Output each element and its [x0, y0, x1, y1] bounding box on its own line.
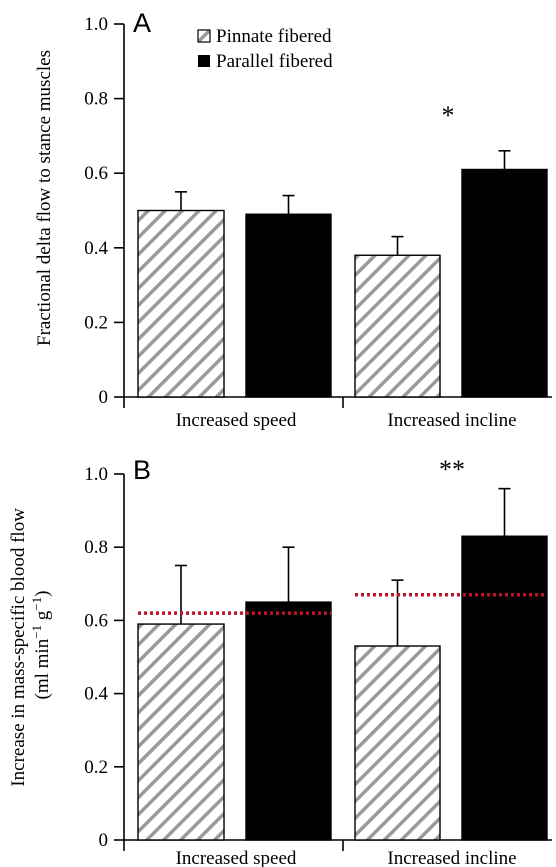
legend-swatch-parallel — [198, 55, 210, 67]
y-tick-label: 0.6 — [84, 163, 108, 184]
panel-b-error-bars — [175, 487, 511, 647]
y-tick-label: 0.8 — [84, 89, 108, 110]
panel-b-reference-lines — [138, 593, 547, 615]
panel-a-category-label-incline: Increased incline — [387, 410, 516, 431]
panel-a-label: A — [133, 8, 151, 38]
panel-a-category-label-speed: Increased speed — [176, 410, 297, 431]
y-tick-label: 0 — [99, 387, 109, 408]
panel-a-error-bars — [175, 150, 511, 256]
legend-swatch-pinnate — [197, 29, 211, 43]
y-tick-label: 0.2 — [84, 312, 108, 333]
y-tick-label: 0.6 — [84, 610, 108, 631]
panel-b-y-axis-label-line-1: Increase in mass-specific blood flow — [8, 508, 29, 787]
panel-b-category-label-speed: Increased speed — [176, 848, 297, 867]
bar-parallel-incline — [461, 168, 548, 398]
legend-label-parallel: Parallel fibered — [216, 51, 333, 72]
panel-b-y-axis-label: Increase in mass-specific blood flow (ml… — [8, 503, 53, 786]
bar-pinnate-incline — [354, 254, 441, 398]
panel-a-y-axis-label-line-1: Fractional delta flow to stance muscles — [34, 50, 55, 346]
panel-a-significance-marker: * — [442, 101, 455, 130]
bar-pinnate-speed — [137, 209, 225, 398]
panel-b-y-axis-label-line-2: (ml min−1 g−1) — [29, 591, 54, 700]
bar-parallel-speed — [245, 601, 332, 841]
legend-label-pinnate: Pinnate fibered — [216, 26, 332, 47]
legend: Pinnate fibered Parallel fibered — [197, 26, 333, 72]
panel-b-bars — [137, 535, 548, 841]
y-tick-label: 0.4 — [84, 684, 108, 705]
y-tick-label: 0.8 — [84, 537, 108, 558]
y-tick-label: 1.0 — [84, 14, 108, 35]
bar-pinnate-incline — [354, 645, 441, 841]
panel-a-y-ticks: 0 0.2 0.4 0.6 0.8 1.0 — [84, 14, 124, 408]
bar-pinnate-speed — [137, 623, 225, 841]
y-tick-label: 1.0 — [84, 464, 108, 485]
panel-a-bars — [137, 168, 548, 398]
y-tick-label: 0 — [99, 830, 109, 851]
y-tick-label: 0.2 — [84, 757, 108, 778]
panel-b: B Increase in mass-specific blood flow (… — [8, 455, 552, 867]
bar-parallel-incline — [461, 535, 548, 841]
y-tick-label: 0.4 — [84, 238, 108, 259]
panel-b-category-label-incline: Increased incline — [387, 848, 516, 867]
panel-a: A Fractional delta flow to stance muscle… — [34, 8, 552, 431]
bar-parallel-speed — [245, 213, 332, 398]
panel-a-y-axis-label: Fractional delta flow to stance muscles — [34, 50, 55, 346]
panel-b-y-ticks: 0 0.2 0.4 0.6 0.8 1.0 — [84, 464, 124, 851]
panel-b-significance-marker: ** — [439, 455, 465, 484]
panel-b-label: B — [133, 455, 151, 485]
